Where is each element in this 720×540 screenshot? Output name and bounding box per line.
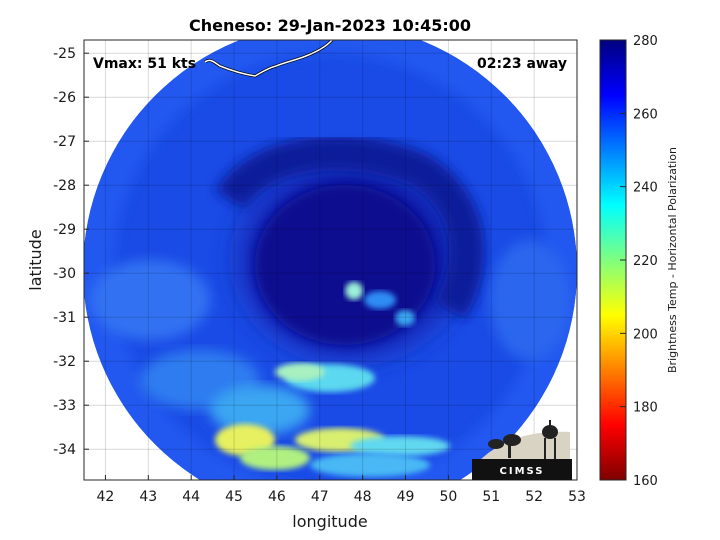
colorbar-tick-label: 200 — [633, 327, 658, 342]
logo-text: CIMSS — [500, 466, 545, 477]
time-away-annotation: 02:23 away — [477, 56, 567, 72]
colorbar-ticks: 160 180 200 220 240 260 280 — [620, 34, 658, 489]
y-axis-label: latitude — [26, 229, 45, 290]
y-tick-label: -27 — [53, 134, 76, 150]
y-tick-label: -31 — [53, 310, 76, 326]
x-tick-label: 48 — [354, 489, 372, 505]
chart-title: Cheneso: 29-Jan-2023 10:45:00 — [189, 16, 471, 35]
y-tick-label: -30 — [53, 266, 76, 282]
colorbar-tick-label: 220 — [633, 254, 658, 269]
x-tick-label: 44 — [182, 489, 200, 505]
y-ticks: -25 -26 -27 -28 -29 -30 -31 -32 -33 -34 — [53, 46, 89, 458]
x-ticks: 42 43 44 45 46 47 48 49 50 51 52 53 — [97, 475, 586, 505]
x-tick-label: 45 — [225, 489, 243, 505]
x-tick-label: 51 — [482, 489, 500, 505]
y-tick-label: -32 — [53, 354, 76, 370]
water-tower-icon — [542, 420, 558, 460]
x-tick-label: 52 — [525, 489, 543, 505]
x-tick-label: 42 — [97, 489, 115, 505]
x-axis-label: longitude — [292, 512, 367, 531]
axes-frame — [83, 39, 578, 481]
y-tick-label: -34 — [53, 442, 76, 458]
y-tick-label: -25 — [53, 46, 76, 62]
x-tick-label: 49 — [397, 489, 415, 505]
x-tick-label: 50 — [439, 489, 457, 505]
vmax-annotation: Vmax: 51 kts — [93, 56, 196, 72]
x-tick-label: 47 — [311, 489, 329, 505]
colorbar-tick-label: 240 — [633, 181, 658, 196]
colorbar-tick-label: 180 — [633, 401, 658, 416]
colorbar-tick-label: 280 — [633, 34, 658, 49]
colorbar-tick-label: 260 — [633, 107, 658, 122]
colorbar-tick-label: 160 — [633, 474, 658, 489]
y-tick-label: -29 — [53, 222, 76, 238]
y-tick-label: -33 — [53, 398, 76, 414]
colorbar: 160 180 200 220 240 260 280 Brightness Temp - … — [599, 34, 679, 489]
brightness-temp-swath — [84, 40, 577, 480]
y-tick-label: -28 — [53, 178, 76, 194]
cimss-logo: CIMSS — [472, 420, 572, 480]
x-tick-label: 46 — [268, 489, 286, 505]
y-tick-label: -26 — [53, 90, 76, 106]
x-tick-label: 53 — [568, 489, 586, 505]
satellite-dish-icon — [488, 434, 521, 458]
x-tick-label: 43 — [139, 489, 157, 505]
colorbar-label: Brightness Temp - Horizontal Polarizatio… — [666, 147, 679, 373]
